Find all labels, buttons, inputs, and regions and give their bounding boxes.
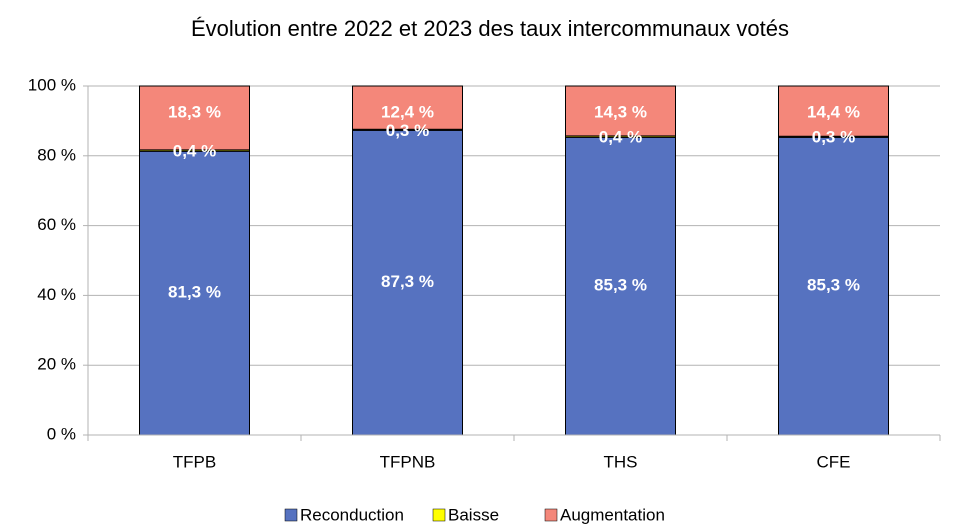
legend-label: Reconduction bbox=[300, 505, 404, 524]
y-tick-label: 40 % bbox=[37, 285, 76, 304]
bar-segment bbox=[778, 85, 889, 137]
y-tick-label: 100 % bbox=[28, 75, 76, 94]
chart-title: Évolution entre 2022 et 2023 des taux in… bbox=[191, 16, 789, 41]
legend-swatch bbox=[284, 508, 298, 522]
value-label: 85,3 % bbox=[807, 276, 860, 295]
x-tick-label: THS bbox=[604, 452, 638, 471]
y-tick-label: 80 % bbox=[37, 145, 76, 164]
value-label: 0,4 % bbox=[173, 141, 216, 160]
y-tick-label: 20 % bbox=[37, 355, 76, 374]
bar-segment bbox=[565, 136, 676, 436]
value-label: 0,3 % bbox=[386, 121, 429, 140]
x-tick-label: TFPNB bbox=[380, 452, 436, 471]
value-label: 12,4 % bbox=[381, 102, 434, 121]
y-tick-label: 60 % bbox=[37, 215, 76, 234]
value-label: 81,3 % bbox=[168, 283, 221, 302]
bar-segment bbox=[352, 85, 463, 130]
bar-segment bbox=[139, 85, 250, 151]
value-label: 0,3 % bbox=[812, 128, 855, 147]
value-label: 85,3 % bbox=[594, 276, 647, 295]
legend-label: Augmentation bbox=[560, 505, 665, 524]
legend-swatch bbox=[544, 508, 558, 522]
y-tick-label: 0 % bbox=[47, 424, 76, 443]
value-label: 87,3 % bbox=[381, 272, 434, 291]
value-label: 14,4 % bbox=[807, 102, 860, 121]
legend-label: Baisse bbox=[448, 505, 499, 524]
x-tick-label: TFPB bbox=[173, 452, 216, 471]
x-tick-label: CFE bbox=[817, 452, 851, 471]
bar-segment bbox=[778, 136, 889, 436]
value-label: 18,3 % bbox=[168, 102, 221, 121]
value-label: 14,3 % bbox=[594, 102, 647, 121]
bar-segment bbox=[352, 129, 463, 436]
bar-segment bbox=[565, 85, 676, 137]
value-label: 0,4 % bbox=[599, 127, 642, 146]
legend-swatch bbox=[432, 508, 446, 522]
